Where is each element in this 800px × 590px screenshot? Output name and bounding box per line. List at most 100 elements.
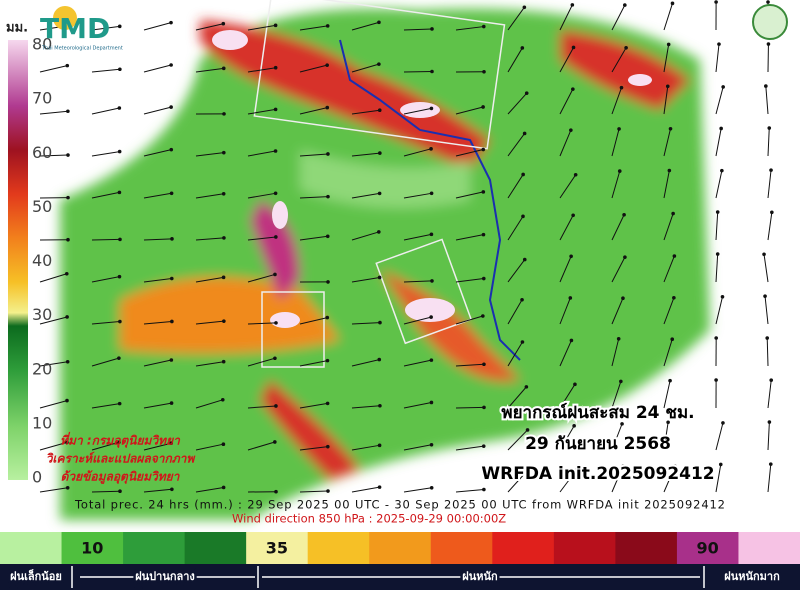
wind-arrow-head [66,237,70,242]
wind-arrow [455,106,484,115]
wind-arrow [611,256,626,283]
wind-arrow [559,88,574,115]
wind-arrow-head [325,105,330,110]
wind-arrow [247,273,276,283]
wind-arrow [143,278,172,283]
wind-arrow-head [325,401,330,406]
wind-arrow [663,44,670,73]
wind-arrow-head [768,462,773,466]
wind-arrow-head [221,21,226,26]
wind-arrow [611,214,625,241]
wind-arrow [663,86,669,115]
wind-arrow [91,357,120,367]
rain-category: ฝนปานกลาง [135,570,195,583]
wind-arrow [91,191,120,199]
wind-arrow [39,65,68,73]
wind-arrow-head [569,254,573,259]
wind-arrow [195,23,224,31]
wind-arrow-head [274,235,278,239]
wind-arrow-head [766,0,770,4]
wind-arrow [559,425,575,451]
wind-arrow-head [572,424,576,428]
scale-segment [553,532,616,564]
forecast-date: 29 กันยายน 2568 [525,434,671,454]
wind-arrow-head [666,42,671,47]
wind-arrow-head [273,191,278,196]
wind-arrow-head [326,152,330,156]
wind-arrow [351,359,380,367]
wind-arrow-head [481,190,486,194]
border-river [339,39,521,361]
wind-arrow [143,22,172,31]
wind-arrow [143,488,172,493]
wind-arrow [91,321,120,325]
wind-arrow [715,170,723,199]
legend-tick-label: 40 [32,251,52,270]
wind-arrow-head [521,214,525,219]
wind-arrow-head [66,195,70,200]
wind-arrow-head [617,127,621,131]
wind-arrow-head [325,24,330,28]
wind-caption: Wind direction 850 hPa : 2025-09-29 00:0… [232,512,506,526]
wind-arrow [195,276,224,283]
wind-arrow-head [430,69,434,74]
wind-arrow-head [575,467,579,472]
wind-arrow-head [377,230,381,234]
wind-arrow-head [623,255,627,259]
wind-arrow [767,212,773,241]
wind-arrow-head [715,252,720,256]
wind-arrow-head [169,20,173,25]
wind-arrow-head [524,91,529,95]
wind-arrow-head [377,443,382,448]
wind-arrow [764,296,769,325]
wind-arrow [507,174,524,199]
wind-arrow-head [117,149,122,154]
wind-arrow-head [65,440,69,445]
wind-arrow [763,254,769,283]
wind-arrow-head [522,5,527,10]
wind-arrow-head [721,421,725,425]
wind-arrow-head [714,336,718,340]
wind-arrow-head [672,254,677,258]
wind-arrow-head [569,128,573,132]
scale-segment [123,532,186,564]
wind-arrow-head [481,232,486,237]
wind-arrow [663,255,675,283]
wind-arrow [455,315,483,325]
rain-category: ฝนเล็กน้อย [10,569,62,583]
wind-arrow-head [117,24,122,29]
wind-arrow-head [429,232,434,237]
wind-arrow-head [117,440,121,445]
wind-arrow [247,322,276,325]
wind-arrow [39,316,68,325]
rain-category: ฝนหนัก [462,570,498,583]
wind-arrow-head [274,404,278,408]
category-arrows [71,566,705,588]
wind-arrow-head [273,149,278,153]
wind-arrow [611,47,627,73]
wind-arrow-head [66,109,70,114]
wind-arrow [247,192,276,199]
wind-arrow [143,238,172,241]
wind-arrow-head [65,359,70,364]
wind-arrow [403,487,432,493]
wind-arrow [351,192,380,199]
wind-arrow-head [520,297,524,302]
forecast-title: พยากรณ์ฝนสะสม 24 ชม. [501,402,694,423]
wind-arrow [143,359,172,367]
wind-arrow-head [377,275,382,280]
wind-arrow [559,4,573,31]
wind-arrow [195,193,224,199]
wind-arrow-head [571,45,576,50]
wind-arrow-head [520,340,525,344]
wind-arrow-head [769,168,773,172]
wind-arrow [143,106,172,115]
wind-arrow [767,170,772,199]
wind-arrow [611,170,621,199]
wind-arrow [663,380,671,409]
wind-arrow [91,238,121,241]
wind-arrow-head [718,462,723,467]
wind-arrow [715,464,722,493]
wind-arrow [455,489,484,493]
wind-arrow [403,444,432,451]
